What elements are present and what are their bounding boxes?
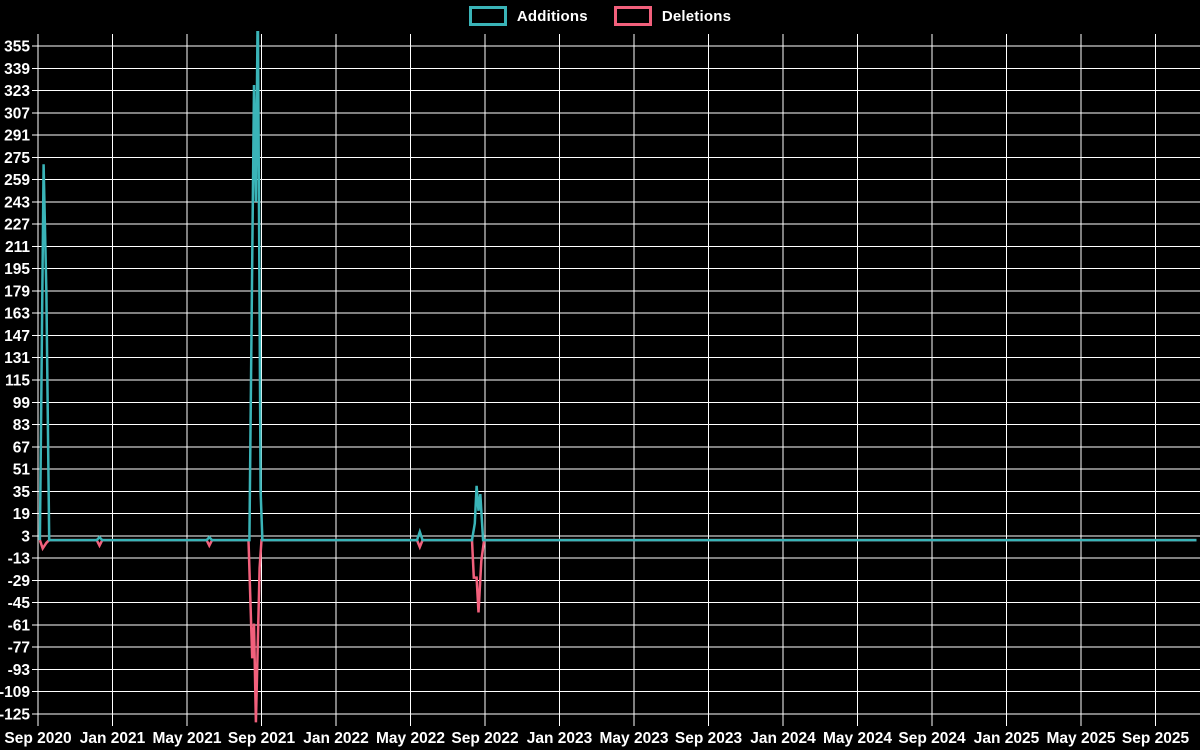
svg-text:-125: -125 (0, 707, 30, 724)
svg-text:115: 115 (5, 373, 30, 390)
svg-text:291: 291 (4, 128, 30, 145)
svg-text:67: 67 (13, 439, 30, 456)
svg-text:Sep 2025: Sep 2025 (1122, 730, 1190, 747)
svg-text:355: 355 (4, 39, 30, 56)
legend-item-deletions[interactable]: Deletions (613, 6, 732, 26)
svg-text:Sep 2020: Sep 2020 (4, 730, 71, 747)
additions-swatch-icon (468, 6, 507, 26)
svg-text:May 2022: May 2022 (376, 730, 445, 747)
svg-text:May 2023: May 2023 (600, 730, 669, 747)
svg-text:Sep 2021: Sep 2021 (228, 730, 296, 747)
svg-text:179: 179 (4, 283, 30, 300)
deletions-swatch-icon (613, 6, 652, 26)
legend-label-additions: Additions (516, 7, 588, 25)
svg-text:May 2025: May 2025 (1047, 730, 1116, 747)
svg-text:Jan 2022: Jan 2022 (303, 730, 369, 747)
deletions-line (38, 538, 1197, 723)
svg-text:339: 339 (4, 61, 30, 78)
svg-text:May 2021: May 2021 (153, 730, 222, 747)
svg-text:Jan 2021: Jan 2021 (80, 730, 146, 747)
svg-text:Jan 2023: Jan 2023 (527, 730, 593, 747)
svg-text:-29: -29 (8, 573, 31, 590)
y-axis-tick-labels: 355 339 323 307 291 275 259 243 227 211 195 179 163 1… (0, 39, 30, 724)
svg-text:May 2024: May 2024 (823, 730, 892, 747)
svg-text:-45: -45 (8, 595, 31, 612)
svg-text:-61: -61 (8, 617, 31, 634)
svg-text:131: 131 (4, 350, 30, 367)
svg-text:Sep 2023: Sep 2023 (675, 730, 743, 747)
svg-text:323: 323 (4, 83, 30, 100)
svg-text:Jan 2024: Jan 2024 (750, 730, 816, 747)
svg-text:-93: -93 (8, 662, 31, 679)
series-lines (38, 31, 1197, 723)
svg-text:35: 35 (13, 484, 31, 501)
svg-text:Jan 2025: Jan 2025 (974, 730, 1040, 747)
svg-text:195: 195 (4, 261, 30, 278)
svg-text:-13: -13 (8, 551, 31, 568)
svg-text:19: 19 (13, 506, 31, 523)
svg-text:147: 147 (4, 328, 30, 345)
svg-text:307: 307 (4, 105, 30, 122)
gridlines (32, 34, 1200, 726)
svg-text:259: 259 (4, 172, 30, 189)
svg-text:-109: -109 (0, 684, 30, 701)
svg-text:99: 99 (13, 395, 31, 412)
svg-text:243: 243 (4, 194, 30, 211)
svg-text:211: 211 (5, 239, 30, 256)
x-axis-tick-labels: Sep 2020 Jan 2021 May 2021 Sep 2021 Jan 2022… (4, 730, 1189, 747)
svg-text:51: 51 (13, 462, 31, 479)
svg-text:275: 275 (4, 150, 30, 167)
svg-text:3: 3 (21, 528, 30, 545)
svg-text:83: 83 (13, 417, 31, 434)
legend-label-deletions: Deletions (661, 7, 732, 25)
chart-legend: Additions Deletions (0, 6, 1200, 26)
svg-text:163: 163 (4, 306, 30, 323)
svg-text:-77: -77 (8, 640, 30, 657)
svg-text:Sep 2024: Sep 2024 (898, 730, 966, 747)
svg-text:Sep 2022: Sep 2022 (451, 730, 518, 747)
additions-line (38, 31, 1197, 542)
legend-item-additions[interactable]: Additions (468, 6, 588, 26)
svg-text:227: 227 (4, 217, 30, 234)
